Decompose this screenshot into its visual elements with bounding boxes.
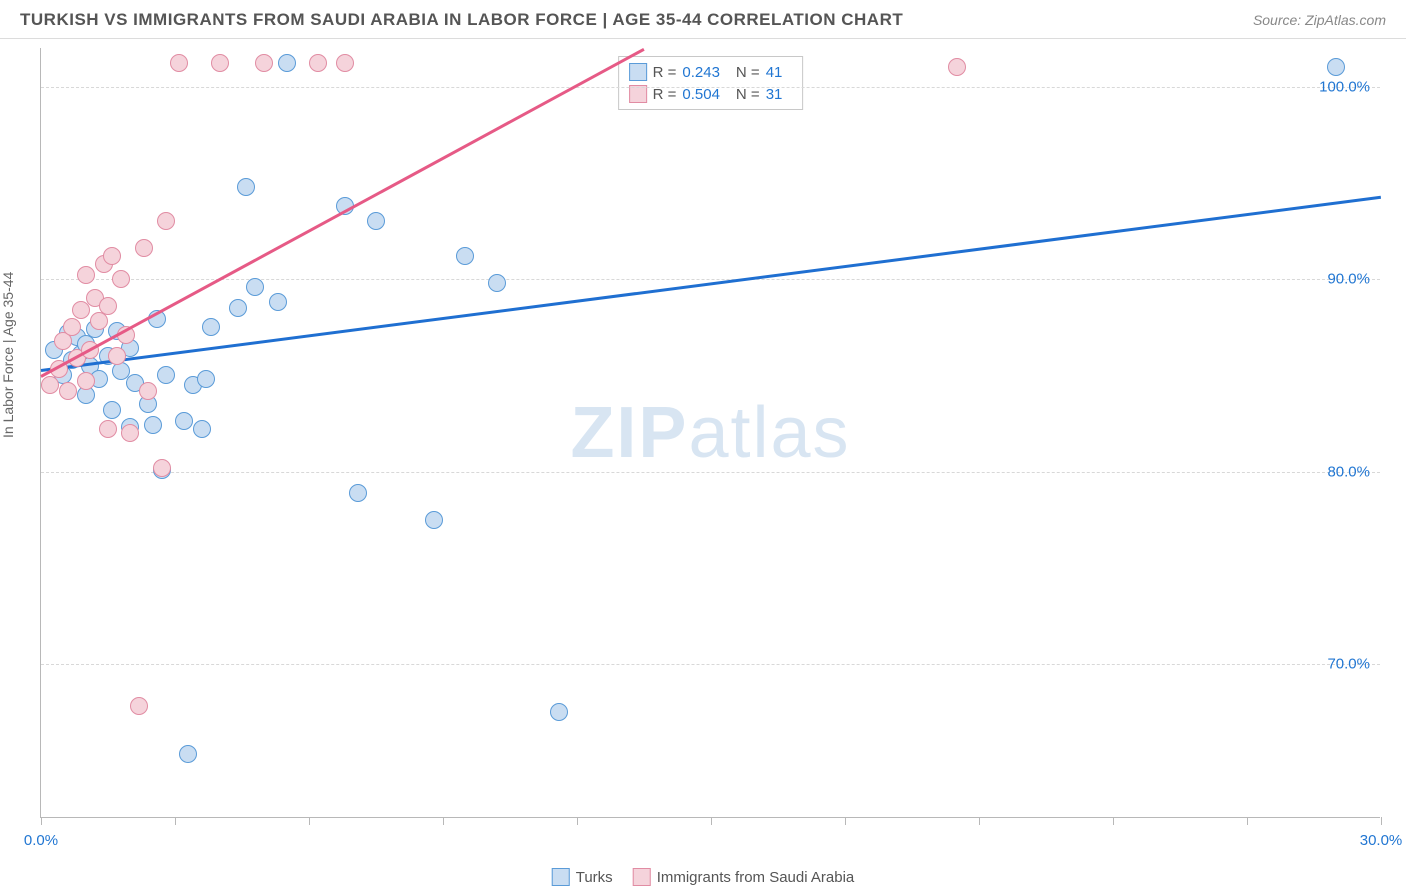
data-point (157, 212, 175, 230)
data-point (367, 212, 385, 230)
gridline (41, 87, 1380, 88)
data-point (211, 54, 229, 72)
data-point (130, 697, 148, 715)
data-point (112, 270, 130, 288)
legend-item: Turks (552, 868, 613, 886)
x-tick (577, 817, 578, 825)
data-point (179, 745, 197, 763)
trend-line (41, 196, 1381, 372)
chart-source: Source: ZipAtlas.com (1253, 12, 1386, 28)
x-tick (845, 817, 846, 825)
x-tick (309, 817, 310, 825)
stats-row: R = 0.243 N = 41 (629, 61, 793, 83)
data-point (90, 312, 108, 330)
stat-n-value: 41 (766, 64, 783, 81)
legend-swatch (633, 868, 651, 886)
data-point (278, 54, 296, 72)
gridline (41, 279, 1380, 280)
y-tick-label: 80.0% (1327, 463, 1370, 480)
gridline (41, 472, 1380, 473)
trend-line (40, 48, 644, 378)
x-tick (1247, 817, 1248, 825)
data-point (157, 366, 175, 384)
series-swatch (629, 63, 647, 81)
data-point (488, 274, 506, 292)
x-tick (175, 817, 176, 825)
chart-title: TURKISH VS IMMIGRANTS FROM SAUDI ARABIA … (20, 10, 903, 30)
data-point (336, 54, 354, 72)
data-point (139, 382, 157, 400)
data-point (237, 178, 255, 196)
data-point (202, 318, 220, 336)
data-point (197, 370, 215, 388)
y-tick-label: 70.0% (1327, 656, 1370, 673)
data-point (41, 376, 59, 394)
series-swatch (629, 85, 647, 103)
watermark-text: ZIPatlas (570, 392, 850, 474)
x-tick (443, 817, 444, 825)
x-tick-label: 30.0% (1360, 832, 1403, 849)
y-tick-label: 100.0% (1319, 78, 1370, 95)
data-point (121, 424, 139, 442)
legend-label: Immigrants from Saudi Arabia (657, 869, 855, 886)
data-point (175, 412, 193, 430)
data-point (255, 54, 273, 72)
stat-label: N = (736, 86, 760, 103)
stat-r-value: 0.243 (682, 64, 720, 81)
stat-n-value: 31 (766, 86, 783, 103)
legend: Turks Immigrants from Saudi Arabia (552, 868, 855, 886)
chart-header: TURKISH VS IMMIGRANTS FROM SAUDI ARABIA … (0, 0, 1406, 39)
data-point (135, 239, 153, 257)
data-point (77, 372, 95, 390)
y-tick-label: 90.0% (1327, 271, 1370, 288)
legend-item: Immigrants from Saudi Arabia (633, 868, 855, 886)
x-tick-label: 0.0% (24, 832, 58, 849)
x-tick (979, 817, 980, 825)
data-point (63, 318, 81, 336)
data-point (456, 247, 474, 265)
data-point (103, 247, 121, 265)
data-point (425, 511, 443, 529)
y-axis-label: In Labor Force | Age 35-44 (0, 272, 16, 438)
chart-plot-area: ZIPatlas R = 0.243 N = 41 R = 0.504 N = 31 70.0… (40, 48, 1380, 818)
data-point (193, 420, 211, 438)
stat-label: R = (653, 64, 677, 81)
data-point (550, 703, 568, 721)
x-tick (1113, 817, 1114, 825)
legend-swatch (552, 868, 570, 886)
data-point (246, 278, 264, 296)
data-point (948, 58, 966, 76)
data-point (144, 416, 162, 434)
data-point (1327, 58, 1345, 76)
correlation-stats-box: R = 0.243 N = 41 R = 0.504 N = 31 (618, 56, 804, 110)
gridline (41, 664, 1380, 665)
stat-r-value: 0.504 (682, 86, 720, 103)
stat-label: N = (736, 64, 760, 81)
x-tick (711, 817, 712, 825)
legend-label: Turks (576, 869, 613, 886)
data-point (99, 297, 117, 315)
data-point (309, 54, 327, 72)
data-point (77, 266, 95, 284)
data-point (108, 347, 126, 365)
data-point (103, 401, 121, 419)
data-point (99, 420, 117, 438)
x-tick (1381, 817, 1382, 825)
data-point (170, 54, 188, 72)
data-point (229, 299, 247, 317)
x-tick (41, 817, 42, 825)
data-point (59, 382, 77, 400)
data-point (153, 459, 171, 477)
data-point (269, 293, 287, 311)
stat-label: R = (653, 86, 677, 103)
data-point (349, 484, 367, 502)
